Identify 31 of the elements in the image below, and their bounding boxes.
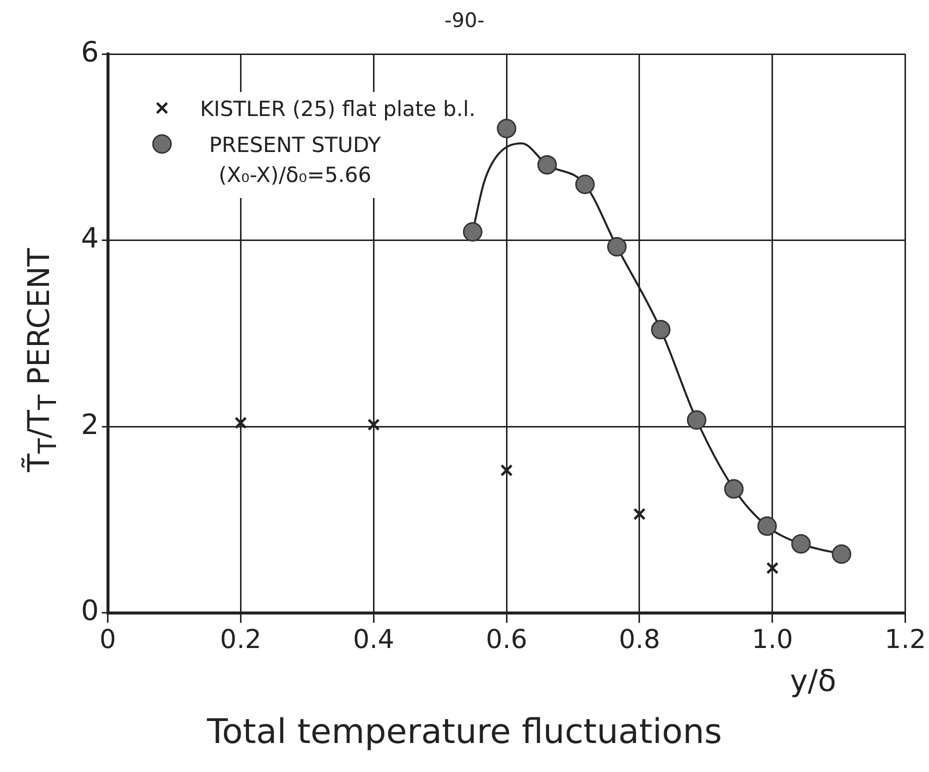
point: [367, 418, 380, 431]
x-axis-title: y/δ: [790, 664, 836, 699]
x-tick-label: 1.2: [884, 625, 926, 656]
y-tick-label: 4: [80, 222, 99, 255]
legend-label: PRESENT STUDY (X₀-X)/δ₀=5.66: [208, 132, 382, 189]
point: [234, 416, 247, 430]
x-tick-label: 0.2: [220, 625, 262, 656]
point: [651, 320, 671, 340]
point: [791, 534, 811, 554]
x-tick-label: 0.4: [352, 625, 394, 656]
point: [496, 118, 516, 138]
y-tick-label: 6: [80, 35, 99, 68]
x-tick-label: 1.0: [752, 625, 794, 656]
point: [500, 464, 513, 477]
point: [537, 155, 557, 175]
point: [462, 222, 482, 242]
y-tick-label: 2: [80, 408, 99, 441]
legend-label: KISTLER (25) flat plate b.l.: [200, 96, 476, 123]
x-tick-label: 0.6: [486, 625, 528, 656]
text: -90-: [444, 8, 486, 32]
x-tick-label: 0.8: [618, 625, 660, 656]
text: Total temperature fluctuations: [206, 712, 723, 752]
point: [832, 544, 852, 564]
point: [724, 479, 744, 499]
point: [766, 562, 779, 574]
point: [575, 174, 595, 194]
point: [633, 508, 646, 520]
y-tick-label: 0: [80, 594, 99, 628]
point: [757, 516, 777, 536]
point: [607, 237, 627, 257]
point: [686, 410, 706, 430]
